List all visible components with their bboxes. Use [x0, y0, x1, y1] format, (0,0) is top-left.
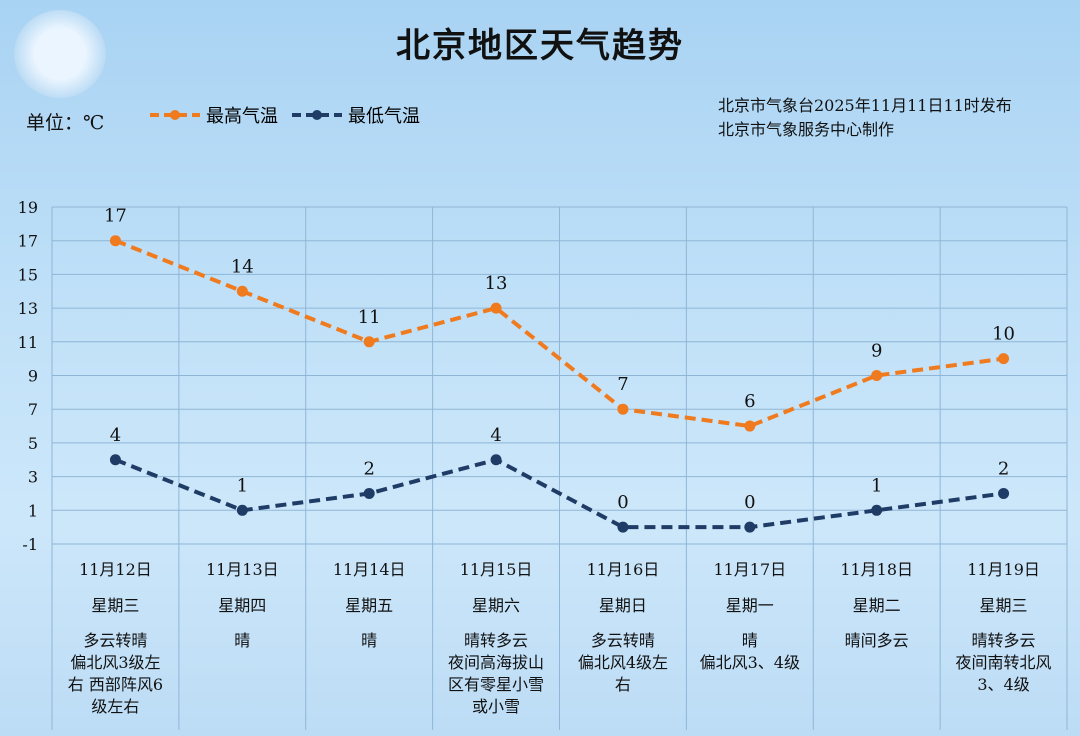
y-tick-label: 13: [18, 299, 38, 318]
weather-text: 3、4级: [977, 675, 1029, 694]
data-label: 1: [871, 475, 882, 496]
weather-text: 偏北风3级左: [70, 653, 160, 672]
weather-text: 右 西部阵风6: [68, 675, 163, 694]
date-label: 11月19日: [967, 560, 1040, 579]
data-label: 2: [363, 458, 374, 479]
data-point: [363, 487, 375, 499]
series-line-low: [114, 457, 1004, 530]
publisher-info: 北京市气象台2025年11月11日11时发布 北京市气象服务中心制作: [718, 94, 1012, 142]
y-tick-label: 3: [28, 468, 38, 487]
meteorological-service-logo: [14, 10, 106, 98]
data-point: [490, 454, 502, 466]
legend-high: 最高气温: [150, 102, 278, 128]
data-point: [617, 403, 629, 415]
weather-text: 多云转晴: [83, 631, 147, 650]
y-tick-label: 5: [28, 434, 38, 453]
weekday-label: 星期二: [853, 596, 901, 615]
weather-text: 晴间多云: [845, 631, 909, 650]
data-label: 9: [871, 341, 882, 362]
weather-text: 晴转多云: [972, 631, 1036, 650]
page-title: 北京地区天气趋势: [396, 26, 684, 66]
publisher-line-1: 北京市气象台2025年11月11日11时发布: [718, 96, 1012, 115]
date-label: 11月17日: [713, 560, 786, 579]
weather-text: 区有零星小雪: [448, 675, 544, 694]
data-label: 4: [110, 425, 121, 446]
data-label: 6: [744, 391, 755, 412]
date-label: 11月13日: [206, 560, 279, 579]
weather-text: 晴: [361, 631, 377, 650]
data-point: [617, 521, 629, 533]
date-label: 11月16日: [587, 560, 660, 579]
weather-text: 右: [615, 675, 631, 694]
data-point: [998, 353, 1010, 365]
data-label: 0: [744, 492, 755, 513]
data-point: [871, 504, 883, 516]
y-tick-label: 17: [18, 232, 38, 251]
weather-text: 晴: [742, 631, 758, 650]
date-label: 11月18日: [840, 560, 913, 579]
weather-text: 夜间高海拔山: [448, 653, 544, 672]
weekday-label: 星期六: [472, 596, 520, 615]
data-point: [744, 420, 756, 432]
unit-label: 单位：℃: [26, 112, 105, 134]
y-tick-label: 11: [18, 333, 38, 352]
y-tick-label: -1: [22, 535, 38, 554]
weekday-label: 星期三: [91, 596, 139, 615]
data-label: 14: [231, 256, 254, 277]
weekday-label: 星期三: [980, 596, 1028, 615]
data-label: 7: [617, 374, 628, 395]
data-label: 11: [358, 307, 381, 328]
weekday-label: 星期日: [599, 596, 647, 615]
data-label: 17: [104, 206, 127, 227]
weather-text: 偏北风3、4级: [700, 653, 800, 672]
date-label: 11月12日: [79, 560, 152, 579]
data-label: 2: [998, 458, 1009, 479]
y-tick-label: 9: [28, 367, 38, 386]
y-tick-label: 1: [28, 501, 38, 520]
data-point: [363, 336, 375, 348]
y-tick-label: 7: [28, 400, 38, 419]
weather-text: 偏北风4级左: [578, 653, 668, 672]
legend: 最高气温 最低气温: [150, 102, 420, 128]
weather-text: 多云转晴: [591, 631, 655, 650]
date-label: 11月15日: [460, 560, 533, 579]
weekday-label: 星期五: [345, 596, 393, 615]
data-point: [998, 487, 1010, 499]
data-point: [109, 454, 121, 466]
weekday-label: 星期四: [218, 596, 266, 615]
data-label: 10: [992, 324, 1015, 345]
weekday-label: 星期一: [726, 596, 774, 615]
weather-text: 夜间南转北风: [956, 653, 1052, 672]
legend-low: 最低气温: [292, 102, 420, 128]
data-point: [109, 235, 121, 247]
data-point: [490, 302, 502, 314]
date-label: 11月14日: [333, 560, 406, 579]
weather-text: 或小雪: [472, 697, 520, 716]
data-point: [744, 521, 756, 533]
data-label: 1: [237, 475, 248, 496]
weather-text: 晴: [234, 631, 250, 650]
data-label: 13: [485, 273, 508, 294]
publisher-line-2: 北京市气象服务中心制作: [718, 120, 895, 139]
weather-text: 级左右: [91, 697, 139, 716]
legend-high-label: 最高气温: [206, 106, 278, 127]
legend-low-label: 最低气温: [348, 106, 420, 127]
y-tick-label: 19: [18, 198, 38, 217]
data-label: 0: [617, 492, 628, 513]
data-label: 4: [490, 425, 501, 446]
data-point: [236, 504, 248, 516]
data-point: [871, 370, 883, 381]
weather-text: 晴转多云: [464, 631, 528, 650]
data-point: [236, 285, 248, 297]
series-line-high: [114, 238, 1004, 429]
y-tick-label: 15: [18, 265, 38, 284]
